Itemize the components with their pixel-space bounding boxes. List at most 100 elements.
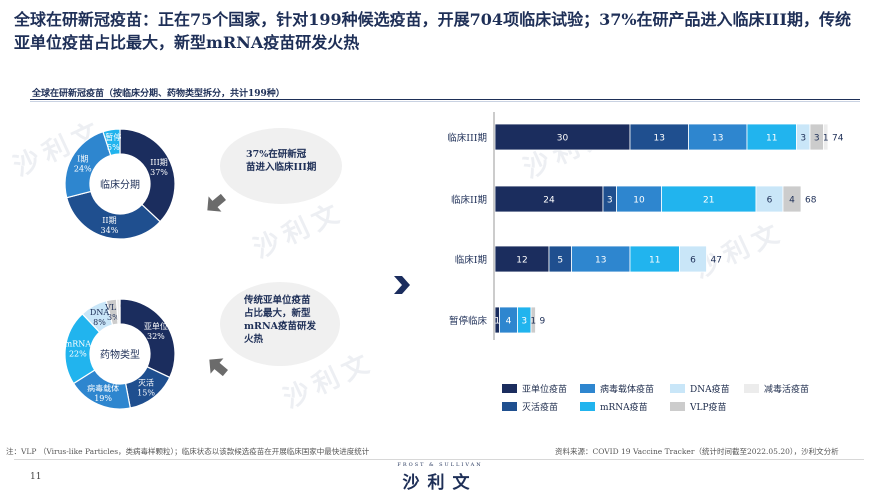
bar-total-label: 74 [832,134,844,144]
bar-segment [755,185,784,213]
legend-swatch [580,402,595,411]
bar-segment [782,185,802,213]
bar-total-label: 47 [711,256,722,266]
donut-center-label: 临床分期 [100,178,140,191]
slice-label: VLP [104,303,122,312]
slice-label: III期 [150,158,167,167]
chevron-right-icon [394,276,410,294]
source-note: 资料来源：COVID 19 Vaccine Tracker（统计时间截至2022… [555,447,839,456]
bar-value-label: 30 [557,134,569,144]
slice-label: II期 [102,216,116,225]
callout-line: 占比最大，新型 [244,308,311,319]
subtitle-divider [30,99,860,100]
slice-value: 3% [107,313,120,322]
category-label: 临床II期 [451,194,487,206]
category-label: 临床I期 [455,254,487,266]
bar-value-label: 13 [654,134,665,144]
slice-value: 22% [69,350,87,359]
bar-total-label: 9 [540,317,546,327]
slice-value: 19% [94,394,112,403]
donut-hole [91,155,149,213]
bar-value-label: 3 [521,317,527,327]
bar-value-label: 1 [530,317,536,327]
bar-value-label: 10 [633,196,645,206]
bar-segment [629,123,689,151]
legend-item: 灭活疫苗 [502,400,558,413]
slice-value: 32% [147,332,165,341]
bar-segment [629,245,680,273]
legend-swatch [744,384,759,393]
slice-label: I期 [77,155,88,164]
donut-slice [119,128,176,223]
bar-segment [530,306,536,334]
slice-value: 24% [74,165,92,174]
bar-value-label: 3 [607,196,613,206]
bar-value-label: 13 [712,134,723,144]
bar-segment [688,123,748,151]
bar-value-label: 5 [557,256,563,266]
bar-value-label: 4 [506,317,512,327]
legend-item: VLP疫苗 [670,400,727,413]
brand-logo: FROST & SULLIVAN 沙利文 [380,462,500,493]
callout-line: 37%在研新冠 [246,149,307,160]
slice-label: 病毒载体 [87,383,119,393]
legend-item: DNA疫苗 [670,382,730,395]
arrow-icon [209,358,228,377]
legend-item: 减毒活疫苗 [744,382,809,395]
bar-value-label: 3 [814,134,820,144]
slice-label: 灭活 [138,378,154,388]
legend-item: 病毒载体疫苗 [580,382,654,395]
slice-label: DNA [90,308,109,317]
bar-value-label: 1 [494,317,500,327]
callout-line: 传统亚单位疫苗 [244,295,311,306]
brand-en: FROST & SULLIVAN [397,462,483,468]
bar-segment [823,123,829,151]
callout-line: mRNA疫苗研发 [244,321,317,332]
legend-swatch [670,384,685,393]
callout-subunit: 传统亚单位疫苗 占比最大，新型 mRNA疫苗研发 火热 [220,282,340,366]
slice-value: 8% [93,318,106,327]
legend-item: 亚单位疫苗 [502,382,567,395]
bar-value-label: 11 [766,134,777,144]
subtitle-divider-light [30,101,860,102]
bar-value-label: 11 [649,256,660,266]
bar-segment [746,123,797,151]
chart-subtitle: 全球在研新冠疫苗（按临床分期、药物类型拆分，共计199种） [32,89,285,99]
slice-value: 5% [107,143,120,152]
bar-value-label: 3 [800,134,806,144]
legend-item: mRNA疫苗 [580,400,648,413]
bar-value-label: 6 [690,256,696,266]
legend-swatch [670,402,685,411]
page-number: 11 [30,472,42,482]
legend-swatch [580,384,595,393]
bar-segment [679,245,707,273]
arrow-icon [207,193,226,212]
donut-slice [102,128,121,157]
bar-value-label: 13 [595,256,606,266]
category-label: 临床III期 [447,132,487,144]
donut-slice [65,190,161,240]
footer-divider [14,459,864,460]
slice-label: mRNA [65,340,92,349]
brand-cn: 沙利文 [402,473,478,493]
donut-slice [115,298,121,325]
bar-segment [494,245,550,273]
page-title: 全球在研新冠疫苗：正在75个国家，针对199种候选疫苗，开展704项临床试验；3… [14,10,851,52]
bar-value-label: 1 [823,134,829,144]
bar-value-label: 6 [767,196,773,206]
callout-line: 火热 [244,334,264,345]
bar-value-label: 21 [703,196,714,206]
slice-value: 34% [101,226,119,235]
bar-total-label: 68 [805,196,817,206]
legend-swatch [502,402,517,411]
callout-phase3: 37%在研新冠 苗进入临床III期 [220,128,342,204]
category-label: 暂停临床 [449,315,488,327]
bar-value-label: 24 [543,196,555,206]
slice-value: 15% [137,389,155,398]
bar-segment [494,185,604,213]
callout-line: 苗进入临床III期 [246,162,317,173]
legend-swatch [502,384,517,393]
